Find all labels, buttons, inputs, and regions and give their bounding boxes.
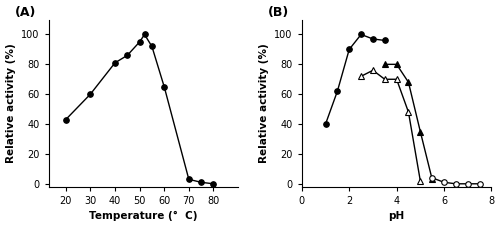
Y-axis label: Relative activity (%): Relative activity (%) <box>6 43 16 163</box>
Text: (B): (B) <box>268 6 289 19</box>
X-axis label: Temperature (°  C): Temperature (° C) <box>89 211 198 222</box>
X-axis label: pH: pH <box>388 211 404 221</box>
Y-axis label: Relative activity (%): Relative activity (%) <box>259 43 269 163</box>
Text: (A): (A) <box>14 6 36 19</box>
